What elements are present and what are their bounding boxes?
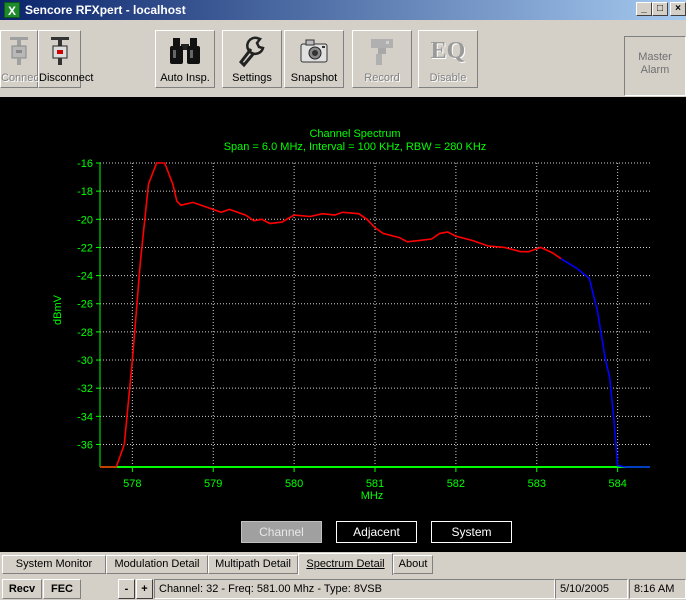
- toolbar: Connect Disconnect: [0, 21, 686, 97]
- system-mode-button[interactable]: System: [431, 521, 512, 543]
- y-axis-label: dBmV: [52, 294, 64, 325]
- record-label: Record: [364, 72, 400, 84]
- auto-inspect-button[interactable]: Auto Insp.: [155, 30, 215, 88]
- chart-grid: [100, 162, 650, 467]
- adjacent-mode-button[interactable]: Adjacent: [336, 521, 417, 543]
- spectrum-series-line-1: [560, 258, 650, 468]
- channel-mode-button[interactable]: Channel: [241, 521, 322, 543]
- x-tick-labels: 578 579 580 581 582 583 584: [123, 478, 627, 490]
- y-tick-label: -26: [77, 299, 93, 311]
- master-alarm-indicator: Master Alarm: [624, 36, 686, 96]
- camera-icon: [300, 39, 328, 63]
- connect-label: Connect: [1, 72, 42, 84]
- record-button[interactable]: Record: [352, 30, 412, 88]
- status-bar: Recv FEC - + Channel: 32 - Freq: 581.00 …: [0, 577, 686, 600]
- minimize-button[interactable]: _: [636, 2, 652, 16]
- x-tick-label: 580: [285, 478, 303, 490]
- tab-label: Multipath Detail: [215, 558, 291, 570]
- y-tick-label: -24: [77, 271, 93, 283]
- fec-indicator: FEC: [43, 579, 81, 599]
- chart-title: Channel Spectrum: [309, 128, 400, 140]
- y-tick-label: -30: [77, 355, 93, 367]
- tab-about[interactable]: About: [393, 555, 433, 574]
- tab-spectrum-detail[interactable]: Spectrum Detail: [298, 553, 393, 575]
- x-axis-label: MHz: [361, 490, 384, 502]
- tab-system-monitor[interactable]: System Monitor: [2, 555, 106, 574]
- settings-button[interactable]: Settings: [222, 30, 282, 88]
- tab-label: Modulation Detail: [114, 558, 200, 570]
- window-title: Sencore RFXpert - localhost: [25, 3, 186, 17]
- tab-modulation-detail[interactable]: Modulation Detail: [106, 555, 208, 574]
- status-date: 5/10/2005: [555, 579, 628, 599]
- spectrum-panel: Channel Spectrum Span = 6.0 MHz, Interva…: [0, 97, 686, 552]
- x-tick-label: 579: [204, 478, 222, 490]
- channel-up-button[interactable]: +: [136, 579, 153, 599]
- connect-plug-icon: [10, 37, 28, 65]
- tab-label: About: [398, 558, 428, 570]
- x-tick-label: 581: [366, 478, 384, 490]
- y-tick-label: -28: [77, 327, 93, 339]
- x-tick-label: 578: [123, 478, 141, 490]
- maximize-button[interactable]: □: [652, 2, 668, 16]
- x-tick-label: 584: [608, 478, 626, 490]
- title-bar[interactable]: X Sencore RFXpert - localhost _ □ ×: [0, 0, 686, 20]
- y-tick-label: -32: [77, 383, 93, 395]
- master-alarm-line1: Master: [638, 51, 672, 63]
- x-tick-label: 582: [447, 478, 465, 490]
- x-tick-label: 583: [528, 478, 546, 490]
- binoculars-icon: [170, 38, 200, 64]
- chart-series: [100, 162, 650, 468]
- y-tick-label: -18: [77, 186, 93, 198]
- tab-label: Spectrum Detail: [306, 558, 385, 570]
- disconnect-label: Disconnect: [39, 72, 94, 84]
- disconnect-button[interactable]: Disconnect: [38, 30, 94, 88]
- snapshot-label: Snapshot: [290, 72, 338, 84]
- wrench-icon: [239, 36, 265, 67]
- recv-indicator: Recv: [2, 579, 42, 599]
- spectrum-series-line-0: [100, 162, 562, 468]
- eq-icon: EQ: [430, 37, 466, 64]
- disconnect-plug-icon: [50, 37, 69, 65]
- close-button[interactable]: ×: [670, 2, 686, 16]
- tab-multipath-detail[interactable]: Multipath Detail: [208, 555, 298, 574]
- y-tick-label: -16: [77, 158, 93, 170]
- chart-subtitle: Span = 6.0 MHz, Interval = 100 KHz, RBW …: [224, 141, 487, 153]
- record-tool-icon: [371, 39, 393, 65]
- channel-spectrum-chart: Channel Spectrum Span = 6.0 MHz, Interva…: [52, 128, 650, 502]
- tab-strip: System Monitor Modulation Detail Multipa…: [0, 553, 686, 575]
- y-tick-label: -20: [77, 214, 93, 226]
- snapshot-button[interactable]: Snapshot: [284, 30, 344, 88]
- eq-disable-label: Disable: [429, 72, 467, 84]
- auto-inspect-label: Auto Insp.: [160, 72, 210, 84]
- eq-disable-button[interactable]: EQ Disable: [418, 30, 478, 88]
- y-tick-label: -36: [77, 439, 93, 451]
- app-logo-icon: X: [4, 2, 20, 18]
- master-alarm-line2: Alarm: [640, 64, 670, 76]
- channel-info: Channel: 32 - Freq: 581.00 Mhz - Type: 8…: [154, 579, 555, 599]
- y-tick-labels: -16 -18 -20 -22 -24 -26 -28 -30 -32 -34 -36: [77, 158, 93, 451]
- settings-label: Settings: [232, 72, 272, 84]
- y-tick-label: -22: [77, 242, 93, 254]
- status-time: 8:16 AM: [629, 579, 686, 599]
- y-tick-label: -34: [77, 411, 93, 423]
- chart-axes: [96, 162, 650, 472]
- channel-down-button[interactable]: -: [118, 579, 135, 599]
- connect-button[interactable]: Connect: [0, 30, 42, 88]
- tab-label: System Monitor: [15, 558, 93, 570]
